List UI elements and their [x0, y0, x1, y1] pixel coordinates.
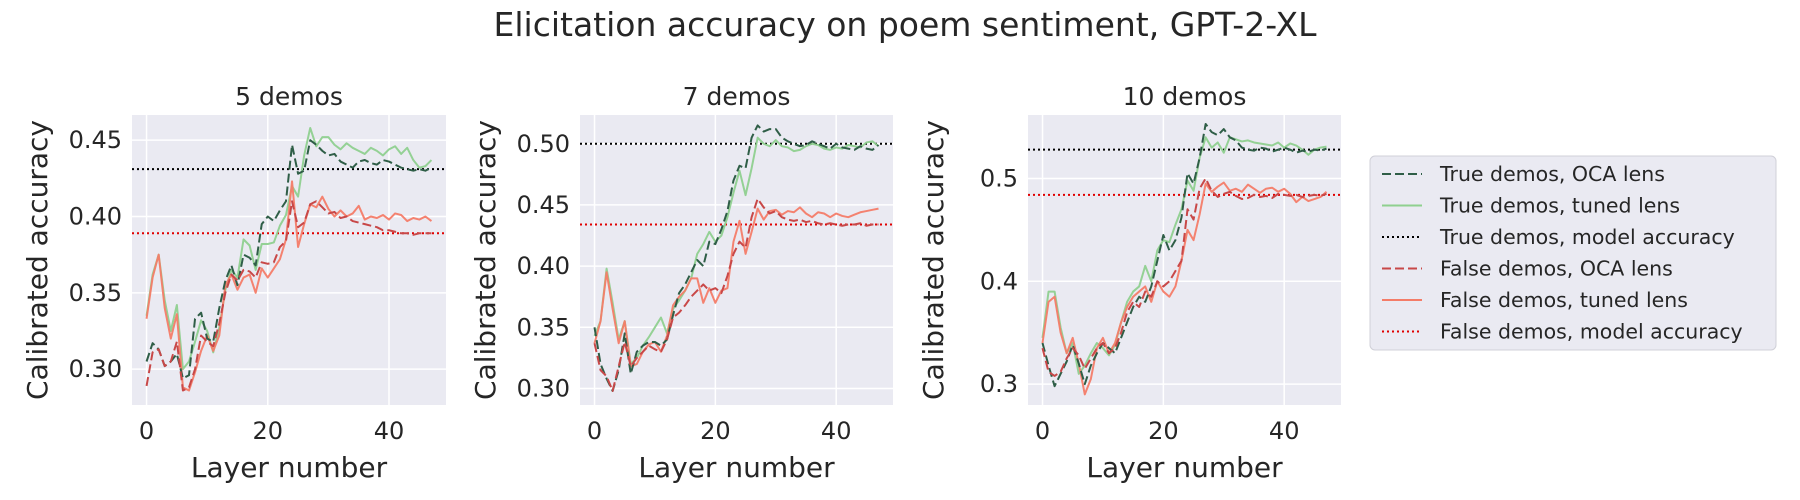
series-line-false-demos-oca-lens: [1041, 177, 1327, 377]
legend-item-true-demos-model-accuracy: True demos, model accuracy: [1382, 225, 1735, 249]
x-tick-label: 40: [1269, 417, 1300, 445]
y-tick-label: 0.35: [517, 313, 570, 341]
plot-area: [132, 115, 446, 405]
legend-item-false-demos-oca-lens: False demos, OCA lens: [1382, 257, 1673, 281]
series-line-true-demos-oca-lens: [1041, 122, 1327, 388]
y-tick-label: 0.30: [517, 374, 570, 402]
y-tick-label: 0.30: [69, 355, 122, 383]
legend-item-true-demos-oca-lens: True demos, OCA lens: [1382, 162, 1665, 186]
legend-box: [1369, 155, 1777, 351]
x-tick-label: 20: [1148, 417, 1179, 445]
series-line-true-demos-oca-lens: [593, 124, 880, 392]
x-tick-label: 20: [253, 417, 284, 445]
y-tick-label: 0.45: [517, 191, 570, 219]
y-tick-label: 0.5: [980, 164, 1018, 192]
panel-title: 10 demos: [1123, 82, 1247, 111]
x-tick-label: 0: [1035, 417, 1050, 445]
x-axis-label: Layer number: [1086, 451, 1283, 484]
legend-label: True demos, model accuracy: [1439, 225, 1735, 249]
figure-title: Elicitation accuracy on poem sentiment, …: [494, 5, 1318, 44]
y-axis-label: Calibrated accuracy: [21, 120, 54, 400]
legend: True demos, OCA lens True demos, tuned le…: [1369, 155, 1777, 351]
y-tick-label: 0.50: [517, 130, 570, 158]
legend-item-true-demos-tuned-lens: True demos, tuned lens: [1382, 194, 1680, 218]
plot-area: [580, 115, 893, 405]
chart-panel-3: 0 20 40 0.3 0.4 0.5 10 demos Layer number Calibr…: [917, 82, 1341, 484]
y-axis-label: Calibrated accuracy: [469, 120, 502, 400]
legend-label: False demos, tuned lens: [1440, 288, 1688, 312]
series-line-false-demos-oca-lens: [145, 200, 432, 392]
x-tick-label: 40: [821, 417, 852, 445]
series-line-false-demos-oca-lens: [593, 197, 879, 392]
y-tick-label: 0.40: [517, 252, 570, 280]
legend-label: True demos, tuned lens: [1439, 194, 1680, 218]
panel-title: 5 demos: [235, 82, 343, 111]
panel-title: 7 demos: [683, 82, 791, 111]
chart-panel-2: 0 20 40 0.30 0.35 0.40 0.45 0.50 7 demos Layer nu…: [469, 82, 893, 484]
x-axis-label: Layer number: [638, 451, 835, 484]
y-tick-label: 0.4: [980, 267, 1018, 295]
y-tick-label: 0.45: [69, 126, 122, 154]
series-line-false-demos-tuned-lens: [1041, 181, 1328, 396]
x-tick-label: 40: [374, 417, 405, 445]
y-tick-label: 0.35: [69, 279, 122, 307]
x-tick-label: 0: [587, 417, 602, 445]
plot-area: [1028, 115, 1341, 405]
y-tick-label: 0.40: [69, 203, 122, 231]
legend-label: True demos, OCA lens: [1439, 162, 1665, 186]
x-tick-label: 20: [700, 417, 731, 445]
chart-panel-1: 0 20 40 0.30 0.35 0.40 0.45 5 demos Layer number…: [21, 82, 446, 484]
y-axis-label: Calibrated accuracy: [917, 120, 950, 400]
legend-item-false-demos-model-accuracy: False demos, model accuracy: [1382, 320, 1743, 344]
legend-label: False demos, model accuracy: [1440, 320, 1743, 344]
series-line-true-demos-tuned-lens: [145, 126, 433, 371]
y-tick-label: 0.3: [980, 370, 1018, 398]
x-axis-label: Layer number: [191, 451, 388, 484]
series-line-true-demos-oca-lens: [145, 139, 432, 380]
legend-label: False demos, OCA lens: [1440, 257, 1673, 281]
legend-item-false-demos-tuned-lens: False demos, tuned lens: [1382, 288, 1688, 312]
x-tick-label: 0: [139, 417, 154, 445]
